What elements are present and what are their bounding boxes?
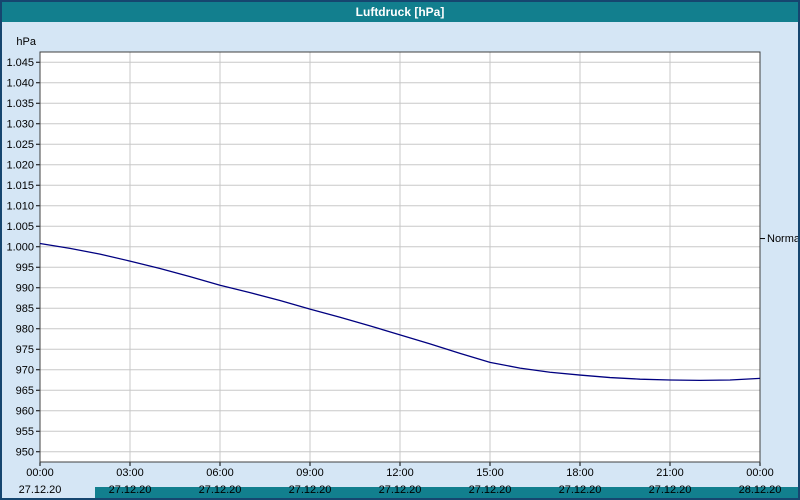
x-date-label: 27.12.20: [109, 484, 152, 496]
x-date-label: 27.12.20: [199, 484, 242, 496]
pressure-line: [39, 242, 761, 382]
x-date-label: 27.12.20: [19, 484, 62, 496]
x-time-label: 03:00: [116, 467, 144, 479]
y-tick-label: 960: [16, 405, 34, 417]
y-tick-label: 1.030: [6, 118, 34, 130]
y-tick-label: 1.005: [6, 221, 34, 233]
y-tick-label: 965: [16, 385, 34, 397]
x-time-label: 15:00: [476, 467, 504, 479]
x-time-label: 12:00: [386, 467, 414, 479]
y-tick-label: 1.020: [6, 159, 34, 171]
y-tick-label: 995: [16, 262, 34, 274]
y-tick-label: 1.045: [6, 57, 34, 69]
x-date-label: 28.12.20: [739, 484, 782, 496]
y-tick-label: 1.010: [6, 200, 34, 212]
y-tick-label: 980: [16, 323, 34, 335]
y-tick-label: 990: [16, 282, 34, 294]
x-date-label: 27.12.20: [559, 484, 602, 496]
bottom-bar: [95, 487, 798, 498]
x-date-label: 27.12.20: [289, 484, 332, 496]
y-tick-label: 970: [16, 364, 34, 376]
y-axis-unit-label: hPa: [16, 36, 36, 48]
x-time-label: 06:00: [206, 467, 234, 479]
x-time-label: 18:00: [566, 467, 594, 479]
y-tick-label: 1.035: [6, 98, 34, 110]
x-date-label: 27.12.20: [379, 484, 422, 496]
x-time-label: 21:00: [656, 467, 684, 479]
window-title: Luftdruck [hPa]: [355, 5, 445, 19]
x-date-label: 27.12.20: [649, 484, 692, 496]
y-tick-label: 950: [16, 446, 34, 458]
y-tick-label: 1.040: [6, 77, 34, 89]
title-bar: Luftdruck [hPa]: [2, 2, 798, 22]
x-time-label: 00:00: [746, 467, 774, 479]
y-tick-label: 985: [16, 303, 34, 315]
y-tick-label: 955: [16, 426, 34, 438]
x-date-label: 27.12.20: [469, 484, 512, 496]
x-time-label: 09:00: [296, 467, 324, 479]
x-time-label: 00:00: [26, 467, 54, 479]
plot-border: [39, 51, 761, 463]
y-tick-label: 975: [16, 344, 34, 356]
y-tick-label: 1.015: [6, 180, 34, 192]
normal-label: Normal: [767, 233, 800, 245]
y-tick-label: 1.025: [6, 139, 34, 151]
y-tick-label: 1.000: [6, 241, 34, 253]
